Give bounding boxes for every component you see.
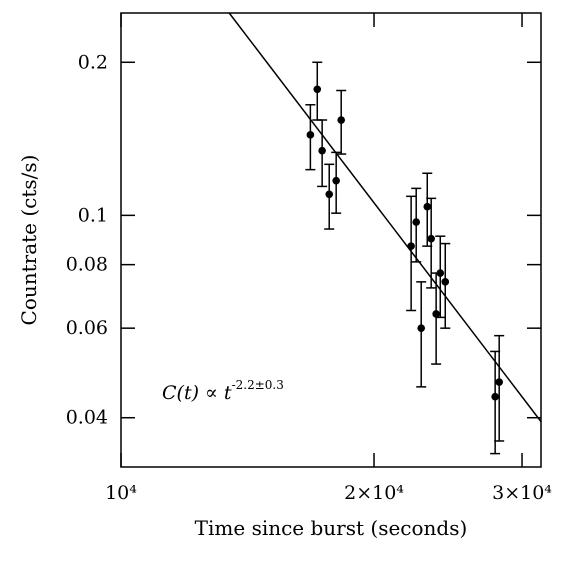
error-bar xyxy=(440,242,451,329)
annotation-text: C(t) ∝ t xyxy=(162,382,232,404)
point xyxy=(306,131,315,139)
x-tick-label: 3×10⁴ xyxy=(492,482,552,504)
point xyxy=(332,176,340,185)
point xyxy=(423,202,432,211)
x-tick-label: 10⁴ xyxy=(105,482,137,504)
y-tick-label: 0.08 xyxy=(66,254,108,276)
annotation-exponent: -2.2±0.3 xyxy=(232,378,284,392)
error-bar xyxy=(494,334,505,442)
y-axis-label: Countrate (cts/s) xyxy=(17,155,41,326)
fit-line xyxy=(228,12,542,423)
point xyxy=(407,242,415,250)
plot-frame xyxy=(120,12,542,468)
point xyxy=(412,218,421,226)
point xyxy=(417,324,426,332)
point xyxy=(441,278,450,286)
y-tick-label: 0.06 xyxy=(66,317,108,339)
x-axis-label: Time since burst (seconds) xyxy=(195,516,468,540)
y-tick-label: 0.2 xyxy=(78,51,108,73)
y-tick-label: 0.04 xyxy=(66,407,108,429)
point xyxy=(436,269,445,277)
error-bar xyxy=(416,281,427,388)
error-bar xyxy=(406,195,417,312)
point xyxy=(427,234,435,243)
x-tick-label: 2×10⁴ xyxy=(344,482,404,504)
annotation: C(t) ∝ t-2.2±0.3 xyxy=(162,378,284,404)
point xyxy=(325,190,334,199)
y-tick-label: 0.1 xyxy=(78,204,108,226)
point xyxy=(337,116,345,124)
point xyxy=(491,392,499,401)
point xyxy=(313,85,322,94)
point xyxy=(495,378,503,386)
point xyxy=(318,146,326,155)
point xyxy=(432,310,440,318)
